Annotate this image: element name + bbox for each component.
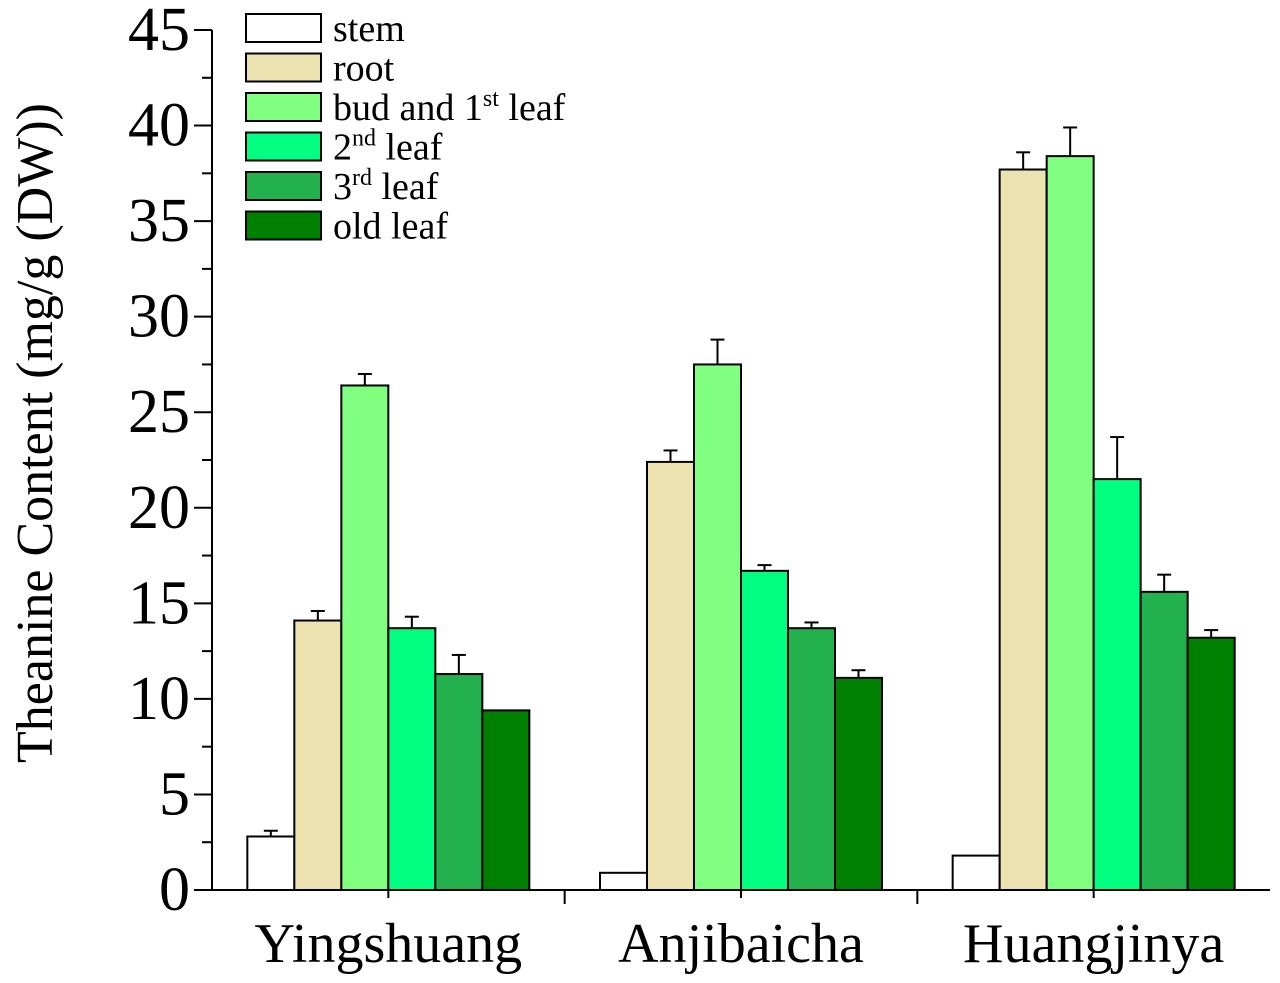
legend-swatch [245,131,322,162]
legend-label: old leaf [333,206,448,248]
y-tick-label: 35 [128,187,190,255]
bar [434,673,484,891]
y-tick-label: 25 [128,378,190,446]
y-tick-label: 45 [128,0,190,64]
bar [834,676,883,891]
bar [787,627,836,892]
bar [481,709,531,891]
bar [340,384,390,891]
legend-swatch [245,13,322,43]
x-tick-label: Yingshuang [255,913,523,975]
legend-swatch [245,52,322,83]
legend-swatch [245,92,322,122]
y-tick-label: 0 [159,856,190,924]
y-tick-label: 5 [159,760,190,828]
legend-swatch [245,210,322,241]
bar [998,168,1048,891]
legend-swatch [245,171,322,201]
y-tick-label: 10 [128,665,190,733]
legend-label: 3rd leaf [333,165,439,208]
axes-layer: 0 5 10 15 20 25 30 35 40 45 Yingshuang Anjibaicha Hu… [128,0,1270,975]
bar [646,460,695,891]
x-tick-label: Anjibaicha [618,913,864,975]
x-tick-label: Huangjinya [963,913,1224,975]
bar [951,854,1001,891]
bar [1045,155,1095,891]
y-axis-title: Theanine Content (mg/g (DW)) [7,103,64,763]
legend-label: stem [333,8,405,50]
legend-label: root [333,48,395,90]
y-tick-label: 40 [128,92,190,160]
bar [293,619,343,891]
bar [693,363,742,891]
legend-label: bud and 1st leaf [333,86,566,129]
bar [740,569,789,891]
bars-layer [246,155,1236,892]
bar [1092,478,1142,891]
bar [1186,636,1236,891]
error-bars-layer [263,126,1219,837]
bar [387,627,437,892]
y-tick-label: 30 [128,283,190,351]
bar [246,835,296,892]
y-axis-title-group: Theanine Content (mg/g (DW)) [7,103,64,763]
bar [599,871,648,891]
y-tick-label: 15 [128,569,190,637]
legend-label: 2nd leaf [333,126,443,169]
y-tick-label: 20 [128,474,190,542]
bar [1139,590,1189,891]
